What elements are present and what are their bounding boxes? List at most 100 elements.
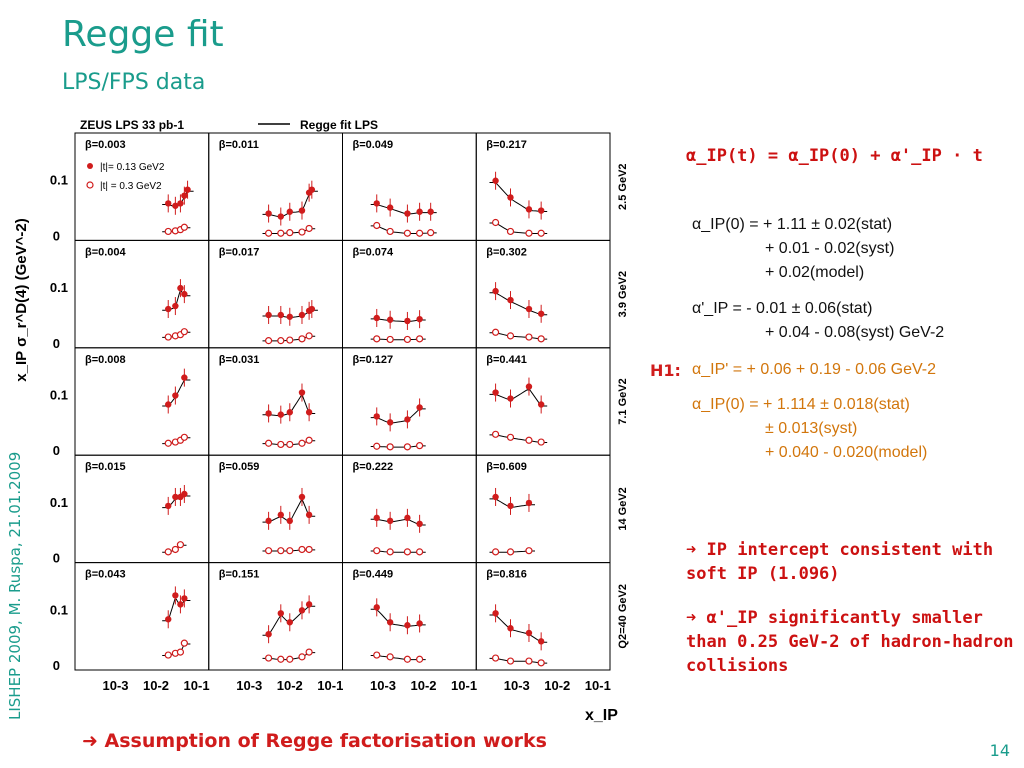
x-tick-label: 10-1 [317, 678, 343, 693]
data-point-t03 [305, 436, 313, 444]
data-point-t013 [373, 200, 380, 207]
slide-title: Regge fit [62, 14, 224, 55]
h1-alphap: α_IP' = + 0.06 + 0.19 - 0.06 GeV-2 [692, 361, 937, 378]
y-tick-label: 0 [53, 336, 60, 351]
data-point-t03 [491, 548, 500, 556]
data-point-t013 [181, 595, 188, 602]
data-point-t03 [286, 440, 294, 449]
data-point-t03 [491, 430, 500, 438]
data-point-t013 [507, 502, 514, 510]
plot-title: ZEUS LPS 33 pb-1 [80, 118, 184, 132]
x-tick-label: 10-3 [103, 678, 129, 693]
data-point-t03 [264, 654, 273, 662]
zeus-alpha0-line2: + 0.01 - 0.02(syst) [765, 240, 895, 257]
data-point-t03 [164, 548, 172, 556]
panel-beta-label: β=0.004 [85, 246, 127, 258]
data-point-t03 [403, 335, 412, 344]
regge-formula: α_IP(t) = α_IP(0) + α'_IP · t [686, 146, 983, 166]
page-number: 14 [989, 741, 1010, 760]
data-point-t03 [416, 548, 424, 556]
x-tick-label: 10-3 [370, 678, 396, 693]
data-point-t03 [298, 545, 306, 554]
data-point-t03 [171, 545, 179, 554]
data-point-t03 [277, 337, 285, 345]
data-point-t013 [404, 514, 411, 522]
data-point-t013 [265, 631, 272, 638]
data-point-t013 [265, 517, 272, 525]
data-point-t03 [403, 443, 412, 451]
panel-beta-label: β=0.059 [219, 461, 260, 473]
q2-row-label: 14 GeV2 [617, 487, 629, 530]
data-point-t013 [172, 302, 179, 310]
data-point-t013 [277, 511, 284, 519]
data-point-t013 [404, 622, 411, 629]
data-point-t013 [416, 620, 423, 627]
y-tick-label: 0.1 [50, 388, 68, 403]
data-point-t03 [286, 336, 294, 344]
fit-curve [370, 225, 437, 234]
data-point-t013 [165, 200, 172, 207]
data-point-t013 [492, 493, 499, 501]
panel-beta-label: β=0.031 [219, 354, 260, 366]
data-point-t013 [416, 404, 423, 411]
data-point-t013 [286, 619, 293, 626]
data-point-t013 [172, 493, 179, 501]
x-tick-label: 10-3 [504, 678, 530, 693]
data-point-t013 [277, 213, 284, 220]
h1-label: H1: [650, 361, 681, 380]
slide-subtitle: LPS/FPS data [62, 70, 206, 95]
data-point-t013 [525, 383, 533, 390]
data-point-t03 [305, 648, 313, 656]
data-point-t03 [305, 332, 313, 340]
data-point-t013 [492, 610, 499, 617]
panel-beta-label: β=0.127 [353, 354, 394, 366]
conclusion-text: ➜ Assumption of Regge factorisation work… [82, 730, 547, 752]
legend-t03-label: |t| = 0.3 GeV2 [100, 181, 162, 192]
data-point-t013 [492, 389, 499, 396]
data-point-t013 [286, 409, 293, 416]
y-tick-label: 0.1 [50, 495, 68, 510]
panel-beta-label: β=0.302 [486, 246, 527, 258]
data-point-t03 [164, 227, 172, 236]
fit-curve [370, 608, 426, 627]
x-tick-label: 10-3 [236, 678, 262, 693]
data-point-t013 [427, 208, 434, 215]
x-tick-label: 10-1 [184, 678, 210, 693]
fit-curve [370, 408, 426, 424]
panel-beta-label: β=0.217 [486, 139, 527, 151]
data-point-t03 [506, 548, 515, 556]
h1-alpha0-line1: α_IP(0) = + 1.114 ± 0.018(stat) [692, 396, 910, 413]
y-tick-label: 0 [53, 443, 60, 458]
data-point-t03 [277, 440, 285, 449]
data-point-t03 [264, 229, 273, 237]
legend-t013-marker [87, 163, 93, 169]
bullet-intercept: ➜ IP intercept consistent with soft IP (… [686, 538, 1016, 586]
fit-curve [489, 614, 548, 643]
data-point-t03 [386, 443, 394, 451]
data-point-t013 [507, 194, 514, 201]
data-point-t03 [176, 648, 185, 656]
data-point-t013 [525, 629, 533, 637]
data-point-t03 [373, 547, 381, 555]
data-point-t013 [286, 313, 293, 320]
data-point-t03 [427, 229, 435, 237]
data-point-t013 [525, 206, 533, 213]
y-tick-label: 0.1 [50, 602, 68, 617]
panel-beta-label: β=0.816 [486, 569, 527, 581]
data-point-t03 [277, 655, 285, 663]
bullet-intercept-text: IP intercept consistent with soft IP (1.… [686, 540, 994, 584]
data-point-t03 [286, 655, 294, 663]
data-point-t03 [386, 653, 394, 661]
data-point-t013 [386, 316, 394, 323]
data-point-t013 [386, 419, 394, 426]
zeus-alphap-line2: + 0.04 - 0.08(syst) GeV-2 [765, 324, 945, 341]
fit-curve [489, 182, 548, 212]
data-point-t03 [298, 228, 306, 236]
data-point-t013 [265, 410, 272, 417]
x-tick-label: 10-1 [585, 678, 611, 693]
data-point-t03 [416, 229, 424, 237]
data-point-t013 [277, 311, 284, 319]
data-point-t013 [404, 210, 411, 217]
data-point-t013 [537, 310, 545, 317]
data-point-t03 [403, 655, 412, 663]
